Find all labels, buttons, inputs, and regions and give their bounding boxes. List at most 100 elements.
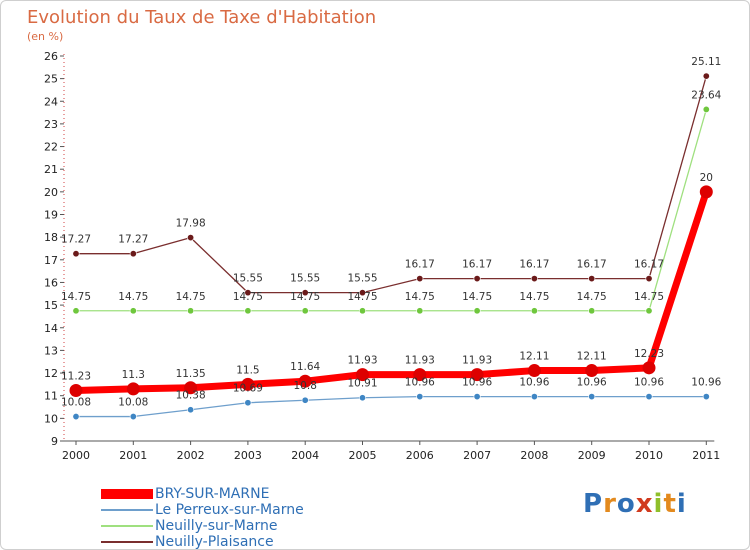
data-point-le-perreux-sur-marne	[702, 393, 710, 401]
data-label-neuilly-plaisance: 17.27	[118, 234, 148, 246]
data-point-le-perreux-sur-marne	[473, 393, 481, 401]
x-tick-label: 2009	[578, 449, 606, 462]
data-point-neuilly-sur-marne	[702, 105, 710, 113]
data-label-le-perreux-sur-marne: 10.8	[294, 380, 317, 392]
x-tick-label: 2005	[349, 449, 377, 462]
data-label-neuilly-plaisance: 15.55	[347, 273, 377, 285]
data-point-neuilly-plaisance	[588, 275, 596, 283]
data-label-neuilly-plaisance: 17.98	[176, 218, 206, 230]
logo-letter: x	[635, 489, 654, 519]
data-label-neuilly-plaisance: 16.17	[462, 259, 492, 271]
data-label-neuilly-plaisance: 17.27	[61, 234, 91, 246]
data-point-neuilly-plaisance	[72, 250, 80, 258]
data-point-le-perreux-sur-marne	[645, 393, 653, 401]
logo-letter: r	[603, 489, 617, 519]
data-point-bry-sur-marne	[642, 361, 656, 375]
logo-letter: o	[616, 489, 636, 519]
legend-label: Neuilly-sur-Marne	[155, 518, 278, 534]
data-label-bry-sur-marne: 11.93	[462, 355, 492, 367]
y-tick-label: 26	[44, 50, 58, 63]
data-label-bry-sur-marne: 11.3	[122, 369, 145, 381]
data-label-le-perreux-sur-marne: 10.91	[347, 378, 377, 390]
data-label-neuilly-sur-marne: 14.75	[118, 291, 148, 303]
data-point-neuilly-sur-marne	[645, 307, 653, 315]
data-label-le-perreux-sur-marne: 10.38	[176, 390, 206, 402]
data-label-neuilly-sur-marne: 14.75	[347, 291, 377, 303]
y-tick-label: 17	[44, 254, 58, 267]
data-point-bry-sur-marne	[126, 382, 140, 396]
data-label-neuilly-sur-marne: 14.75	[577, 291, 607, 303]
logo-letter: i	[676, 489, 687, 519]
data-point-le-perreux-sur-marne	[301, 396, 309, 404]
data-point-neuilly-plaisance	[645, 275, 653, 283]
data-label-le-perreux-sur-marne: 10.96	[634, 377, 664, 389]
data-label-le-perreux-sur-marne: 10.96	[405, 377, 435, 389]
legend-swatch	[101, 489, 153, 499]
data-label-le-perreux-sur-marne: 10.96	[519, 377, 549, 389]
logo-letter: i	[653, 489, 664, 519]
data-label-le-perreux-sur-marne: 10.96	[691, 377, 721, 389]
data-point-bry-sur-marne	[585, 364, 599, 378]
data-point-neuilly-plaisance	[530, 275, 538, 283]
data-point-neuilly-sur-marne	[129, 307, 137, 315]
data-point-bry-sur-marne	[356, 368, 369, 382]
y-tick-label: 13	[44, 344, 58, 357]
series-line-le-perreux-sur-marne	[76, 395, 707, 418]
data-point-bry-sur-marne	[699, 185, 713, 199]
data-label-neuilly-sur-marne: 14.75	[61, 291, 91, 303]
data-point-le-perreux-sur-marne	[588, 393, 596, 401]
data-point-neuilly-sur-marne	[530, 307, 538, 315]
legend-swatch	[101, 509, 153, 511]
data-point-neuilly-sur-marne	[244, 307, 252, 315]
data-point-bry-sur-marne	[241, 377, 255, 391]
data-point-le-perreux-sur-marne	[187, 406, 195, 414]
data-point-neuilly-sur-marne	[416, 307, 424, 315]
data-point-neuilly-plaisance	[702, 72, 710, 80]
data-label-bry-sur-marne: 12.11	[519, 351, 549, 363]
legend-swatch	[101, 525, 153, 527]
data-point-neuilly-sur-marne	[588, 307, 596, 315]
data-label-neuilly-plaisance: 16.17	[577, 259, 607, 271]
legend-label: Le Perreux-sur-Marne	[155, 502, 304, 518]
y-tick-label: 20	[44, 186, 58, 199]
data-label-bry-sur-marne: 11.93	[405, 355, 435, 367]
data-point-bry-sur-marne	[184, 381, 198, 395]
y-tick-label: 16	[44, 276, 58, 289]
data-label-neuilly-plaisance: 16.17	[634, 259, 664, 271]
x-tick-label: 2010	[635, 449, 663, 462]
data-label-le-perreux-sur-marne: 10.96	[577, 377, 607, 389]
data-point-bry-sur-marne	[298, 374, 312, 388]
data-label-neuilly-plaisance: 25.11	[691, 56, 721, 68]
logo-letter: t	[663, 489, 677, 519]
x-tick-label: 2003	[234, 449, 262, 462]
data-label-neuilly-plaisance: 15.55	[290, 273, 320, 285]
data-point-neuilly-plaisance	[244, 289, 252, 297]
y-tick-label: 18	[44, 231, 58, 244]
y-tick-label: 24	[44, 95, 58, 108]
y-tick-label: 11	[44, 390, 58, 403]
proxiti-logo: Proxiti	[583, 489, 687, 519]
series-line-neuilly-sur-marne	[76, 109, 707, 312]
data-point-le-perreux-sur-marne	[129, 413, 137, 421]
x-tick-label: 2008	[520, 449, 548, 462]
data-point-neuilly-sur-marne	[301, 307, 309, 315]
data-point-bry-sur-marne	[527, 364, 541, 378]
data-point-neuilly-sur-marne	[473, 307, 481, 315]
y-tick-label: 21	[44, 163, 58, 176]
y-tick-label: 15	[44, 299, 58, 312]
data-label-neuilly-plaisance: 15.55	[233, 273, 263, 285]
data-point-le-perreux-sur-marne	[530, 393, 538, 401]
y-tick-label: 12	[44, 367, 58, 380]
x-tick-label: 2000	[62, 449, 90, 462]
data-label-neuilly-plaisance: 16.17	[519, 259, 549, 271]
data-point-neuilly-sur-marne	[358, 307, 366, 315]
legend-label: Neuilly-Plaisance	[155, 534, 274, 550]
x-tick-label: 2006	[406, 449, 434, 462]
data-label-neuilly-sur-marne: 14.75	[634, 291, 664, 303]
data-label-bry-sur-marne: 11.64	[290, 361, 320, 373]
data-label-le-perreux-sur-marne: 10.69	[233, 383, 263, 395]
x-tick-label: 2011	[692, 449, 720, 462]
data-point-neuilly-plaisance	[187, 234, 195, 242]
chart-title: Evolution du Taux de Taxe d'Habitation	[27, 7, 377, 28]
